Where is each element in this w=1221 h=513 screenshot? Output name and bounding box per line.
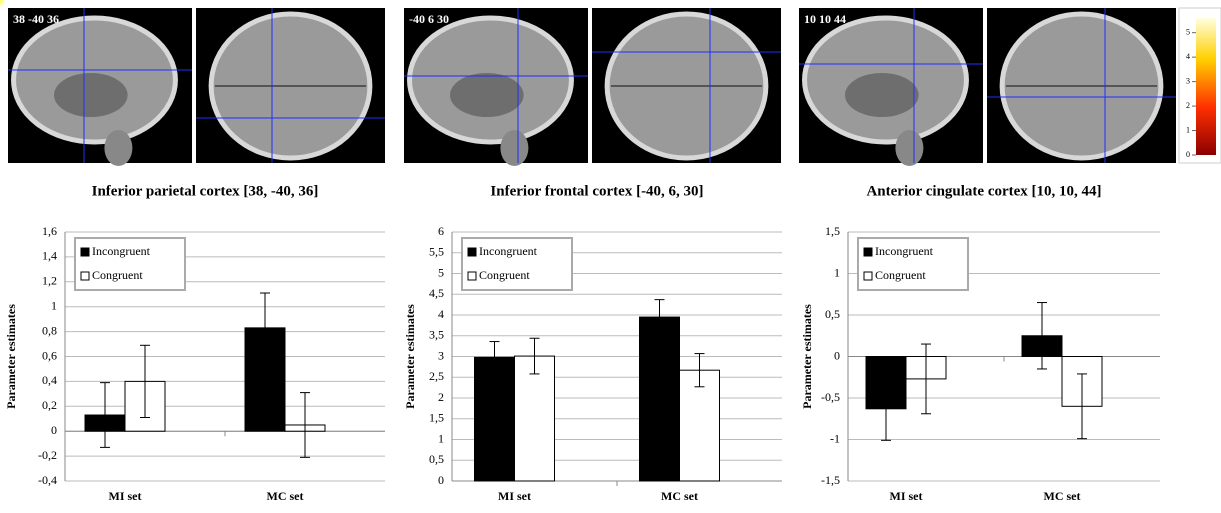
y-tick-label: -1 — [830, 431, 840, 445]
y-tick-label: 0,2 — [42, 398, 57, 412]
y-tick-label: 1 — [438, 431, 444, 445]
colorbar — [1196, 18, 1216, 155]
y-tick-label: 0 — [51, 423, 57, 437]
legend-swatch — [864, 272, 872, 280]
y-tick-label: 1,6 — [42, 224, 57, 238]
y-tick-label: 2 — [438, 390, 444, 404]
colorbar-tick-label: 3 — [1186, 76, 1190, 85]
x-tick-label: MC set — [267, 489, 304, 503]
legend-label: Incongruent — [875, 244, 934, 258]
y-tick-label: 0,6 — [42, 348, 57, 362]
y-tick-label: 1,4 — [42, 249, 57, 263]
y-tick-label: 4 — [438, 307, 444, 321]
y-tick-label: 4,5 — [429, 286, 444, 300]
bar — [515, 356, 555, 481]
image-label: 10 10 44 — [804, 12, 846, 26]
image-label: -40 6 30 — [409, 12, 449, 26]
colorbar-tick-label: 4 — [1186, 52, 1190, 61]
legend-swatch — [864, 248, 872, 256]
colorbar-tick-label: 1 — [1186, 125, 1190, 134]
y-tick-label: 0,8 — [42, 323, 57, 337]
y-tick-label: -0,5 — [821, 390, 840, 404]
y-axis-title: Parameter estimates — [403, 304, 417, 409]
y-tick-label: -1,5 — [821, 473, 840, 487]
x-tick-label: MC set — [661, 489, 698, 503]
colorbar-tick-label: 2 — [1186, 101, 1190, 110]
y-tick-label: 3,5 — [429, 328, 444, 342]
y-tick-label: 0,5 — [429, 452, 444, 466]
brain-detail — [845, 73, 919, 117]
y-tick-label: 3 — [438, 348, 444, 362]
y-tick-label: 0,5 — [825, 307, 840, 321]
legend-label: Congruent — [875, 268, 926, 282]
x-tick-label: MC set — [1044, 489, 1081, 503]
legend-label: Incongruent — [479, 244, 538, 258]
activation — [0, 0, 4, 5]
legend-label: Incongruent — [92, 244, 151, 258]
y-tick-label: 1,5 — [825, 224, 840, 238]
y-tick-label: 5 — [438, 265, 444, 279]
x-tick-label: MI set — [498, 489, 531, 503]
y-tick-label: 6 — [438, 224, 444, 238]
y-tick-label: 5,5 — [429, 245, 444, 259]
legend-label: Congruent — [479, 268, 530, 282]
chart-title: Inferior parietal cortex [38, -40, 36] — [92, 183, 319, 199]
bar — [640, 317, 680, 481]
brain-detail — [54, 73, 128, 117]
colorbar-tick-label: 0 — [1186, 150, 1190, 159]
legend-swatch — [468, 272, 476, 280]
y-tick-label: 1 — [834, 265, 840, 279]
y-tick-label: 0 — [438, 473, 444, 487]
y-tick-label: 1,5 — [429, 411, 444, 425]
brain-stem — [895, 130, 923, 166]
brain-detail — [450, 73, 524, 117]
image-label: 38 -40 36 — [13, 12, 59, 26]
y-tick-label: -0,4 — [38, 473, 57, 487]
x-tick-label: MI set — [109, 489, 142, 503]
y-axis-title: Parameter estimates — [4, 304, 18, 409]
y-tick-label: 2,5 — [429, 369, 444, 383]
figure: 38 -40 36 Inferior parietal cortex [38, -… — [0, 0, 1221, 513]
y-tick-label: 1 — [51, 298, 57, 312]
brain-stem — [104, 130, 132, 166]
legend-swatch — [81, 272, 89, 280]
brain-stem — [500, 130, 528, 166]
legend-swatch — [468, 248, 476, 256]
y-tick-label: 0 — [834, 348, 840, 362]
x-tick-label: MI set — [890, 489, 923, 503]
chart-title: Anterior cingulate cortex [10, 10, 44] — [866, 183, 1101, 199]
legend-swatch — [81, 248, 89, 256]
legend-label: Congruent — [92, 268, 143, 282]
y-tick-label: 0,4 — [42, 373, 57, 387]
y-axis-title: Parameter estimates — [800, 304, 814, 409]
y-tick-label: 1,2 — [42, 274, 57, 288]
y-tick-label: -0,2 — [38, 448, 57, 462]
colorbar-tick-label: 5 — [1186, 28, 1190, 37]
bar — [475, 357, 515, 481]
chart-title: Inferior frontal cortex [-40, 6, 30] — [490, 183, 703, 199]
